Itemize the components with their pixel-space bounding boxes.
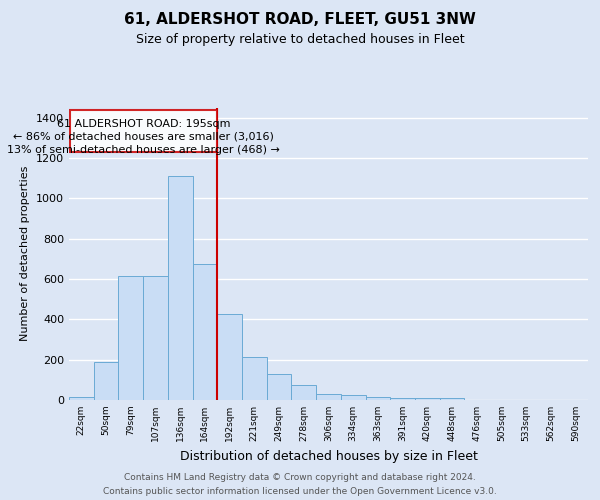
- Y-axis label: Number of detached properties: Number of detached properties: [20, 166, 31, 342]
- Text: 61 ALDERSHOT ROAD: 195sqm: 61 ALDERSHOT ROAD: 195sqm: [57, 118, 230, 128]
- Bar: [217, 314, 242, 400]
- Bar: [365, 397, 390, 400]
- Bar: [118, 276, 143, 400]
- X-axis label: Distribution of detached houses by size in Fleet: Distribution of detached houses by size …: [179, 450, 478, 462]
- Text: Contains HM Land Registry data © Crown copyright and database right 2024.: Contains HM Land Registry data © Crown c…: [124, 472, 476, 482]
- Text: ← 86% of detached houses are smaller (3,016): ← 86% of detached houses are smaller (3,…: [13, 132, 274, 141]
- Bar: [292, 385, 316, 400]
- Bar: [168, 176, 193, 400]
- Bar: [143, 276, 168, 400]
- Bar: [70, 110, 217, 152]
- Bar: [415, 398, 440, 400]
- Bar: [242, 356, 267, 400]
- Bar: [69, 397, 94, 400]
- Bar: [341, 395, 365, 400]
- Bar: [267, 374, 292, 400]
- Text: Contains public sector information licensed under the Open Government Licence v3: Contains public sector information licen…: [103, 488, 497, 496]
- Bar: [94, 362, 118, 400]
- Bar: [193, 264, 217, 400]
- Bar: [390, 398, 415, 400]
- Text: 13% of semi-detached houses are larger (468) →: 13% of semi-detached houses are larger (…: [7, 145, 280, 155]
- Bar: [316, 394, 341, 400]
- Bar: [440, 398, 464, 400]
- Text: 61, ALDERSHOT ROAD, FLEET, GU51 3NW: 61, ALDERSHOT ROAD, FLEET, GU51 3NW: [124, 12, 476, 28]
- Text: Size of property relative to detached houses in Fleet: Size of property relative to detached ho…: [136, 32, 464, 46]
